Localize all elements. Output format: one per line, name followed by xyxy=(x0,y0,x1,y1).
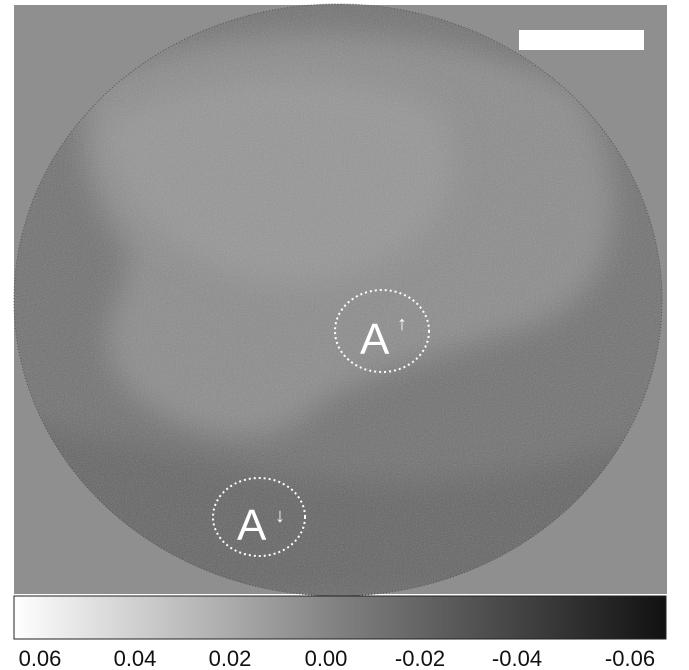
scale-bar xyxy=(519,30,644,50)
colorbar-tick-label: -0.04 xyxy=(492,646,542,670)
domain-label: A xyxy=(360,315,390,364)
colorbar-tick-label: 0.06 xyxy=(19,646,62,670)
domain-arrow: ↓ xyxy=(275,505,285,527)
domain-circle xyxy=(334,289,430,373)
domain-label: A xyxy=(237,501,267,550)
colorbar-tick-label: -0.06 xyxy=(605,646,655,670)
colorbar xyxy=(13,595,667,640)
colorbar-tick-label: -0.02 xyxy=(395,646,445,670)
sample-disc xyxy=(14,4,662,596)
domain-circle xyxy=(212,477,306,557)
domain-arrow: ↑ xyxy=(397,313,407,335)
colorbar-tick-label: 0.02 xyxy=(209,646,252,670)
colorbar-tick-label: 0.00 xyxy=(305,646,348,670)
colorbar-tick-label: 0.04 xyxy=(114,646,157,670)
colorbar-ticks: 0.06 0.04 0.02 0.00 -0.02 -0.04 -0.06 xyxy=(19,646,655,670)
